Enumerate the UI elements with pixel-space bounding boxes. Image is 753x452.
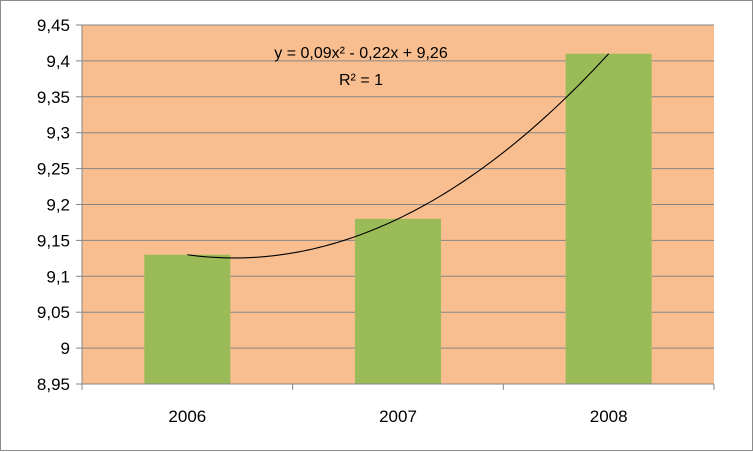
x-tick-label: 2008 <box>590 407 628 426</box>
x-tick-label: 2007 <box>379 407 417 426</box>
bar-2006 <box>144 254 231 384</box>
y-tick-label: 9,1 <box>46 267 70 286</box>
bar-2007 <box>355 218 441 384</box>
y-tick-label: 9,45 <box>37 16 70 35</box>
y-tick-label: 9,25 <box>37 160 70 179</box>
y-tick-label: 9,15 <box>37 231 70 250</box>
trendline-r-squared: R² = 1 <box>339 72 383 89</box>
x-tick-labels: 2006 2007 2008 <box>168 407 627 426</box>
y-tick-label: 9,05 <box>37 303 70 322</box>
y-tick-labels: 8,95 9 9,05 9,1 9,15 9,2 9,25 9,3 9,35 9,4 9,45 <box>37 16 70 394</box>
trendline-equation: y = 0,09x² - 0,22x + 9,26 <box>274 45 448 62</box>
y-tick-label: 8,95 <box>37 375 70 394</box>
bar-2008 <box>565 53 652 384</box>
bars <box>144 53 652 384</box>
axes <box>76 24 715 390</box>
y-tick-label: 9 <box>61 339 70 358</box>
x-tick-label: 2006 <box>168 407 206 426</box>
trendline <box>187 53 610 259</box>
y-tick-label: 9,35 <box>37 88 70 107</box>
y-tick-label: 9,4 <box>46 52 70 71</box>
y-tick-label: 9,3 <box>46 124 70 143</box>
y-tick-label: 9,2 <box>46 196 70 215</box>
